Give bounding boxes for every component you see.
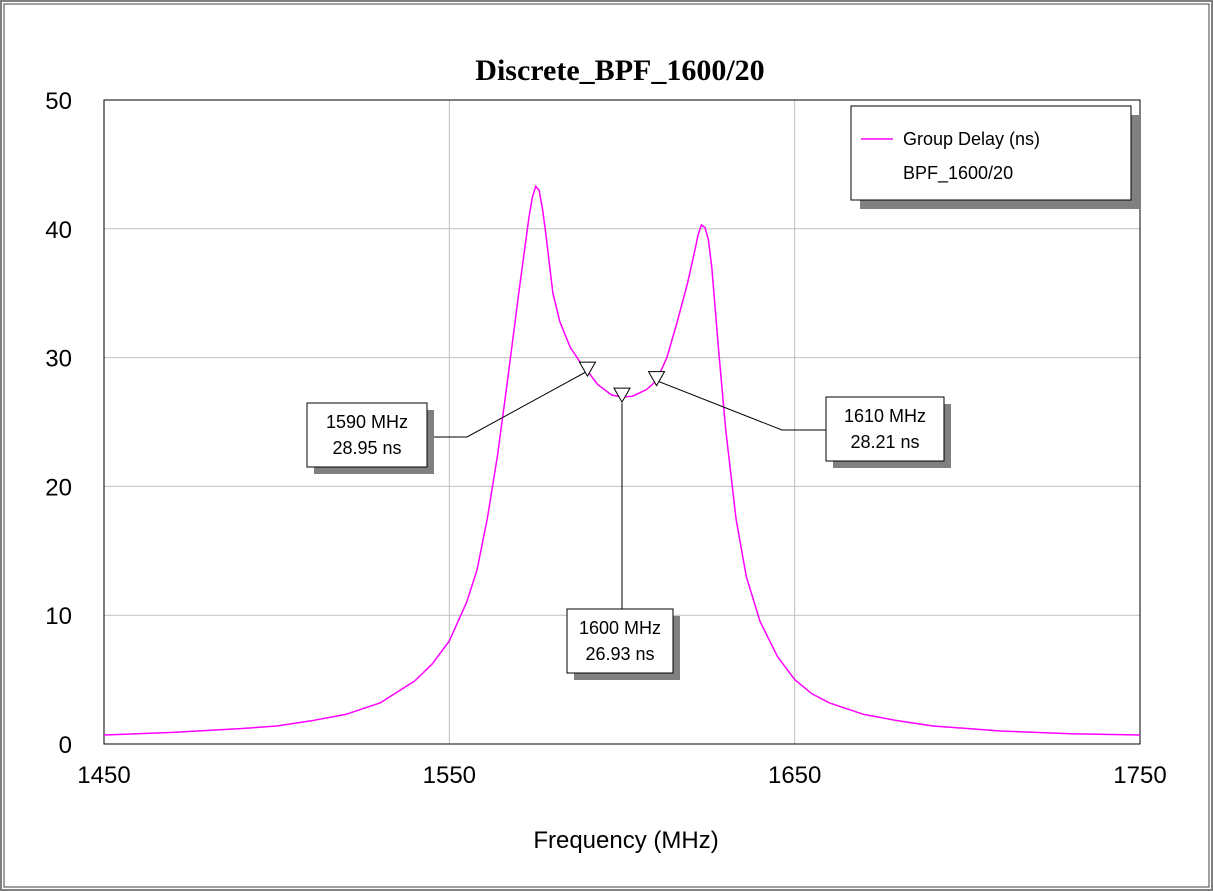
marker-frequency: 1600 MHz [579,618,661,638]
series-layer [103,184,1141,736]
y-tick-label: 20 [45,474,72,501]
marker-1590: 1590 MHz 28.95 ns [306,361,597,474]
x-tick-label: 1750 [1113,762,1166,789]
x-tick-label: 1450 [77,762,130,789]
window-inner-border [3,3,1210,888]
marker-value: 26.93 ns [585,644,654,664]
marker-connector [427,370,588,438]
marker-frequency: 1590 MHz [326,412,408,432]
marker-triangle [578,361,597,378]
marker-value: 28.21 ns [850,432,919,452]
y-tick-label: 10 [45,603,72,630]
legend: Group Delay (ns) BPF_1600/20 [850,105,1140,209]
chart-title: Discrete_BPF_1600/20 [475,54,764,87]
marker-triangle [613,387,631,404]
x-axis-label: Frequency (MHz) [533,827,718,854]
plot-area [103,99,1141,745]
y-tick-label: 30 [45,346,72,373]
marker-label-box [825,396,945,462]
marker-value: 28.95 ns [332,438,401,458]
y-tick-label: 50 [45,88,72,115]
y-tick-label: 0 [59,732,72,759]
legend-entry: Group Delay (ns) [903,129,1040,149]
series-line-group-delay [103,184,1141,736]
x-tick-label: 1550 [423,762,476,789]
marker-connector [656,380,826,431]
y-tick-label: 40 [45,217,72,244]
marker-frequency: 1610 MHz [844,406,926,426]
marker-triangle [647,371,666,387]
marker-1610: 1610 MHz 28.21 ns [647,371,951,468]
legend-box [850,105,1132,201]
marker-label-box [306,402,428,468]
x-tick-label: 1650 [768,762,821,789]
marker-label-box [566,608,674,674]
marker-1600: 1600 MHz 26.93 ns [566,387,680,680]
legend-subtitle: BPF_1600/20 [903,163,1013,184]
tick-labels: 1450 1550 1650 1750 0 10 20 30 40 50 [45,88,1166,789]
markers-layer: 1590 MHz 28.95 ns 1600 MHz 26.93 ns 1610 MHz… [306,361,951,680]
